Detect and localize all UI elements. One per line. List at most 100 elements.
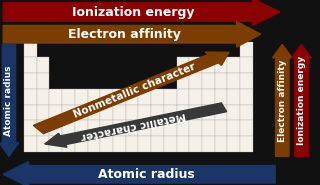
Bar (24, 105, 37, 120)
Bar (139, 136, 151, 152)
Bar (75, 89, 88, 105)
Bar (37, 73, 49, 89)
Bar (228, 73, 240, 89)
Bar (240, 105, 253, 120)
Bar (37, 136, 49, 152)
Bar (164, 105, 177, 120)
Bar (215, 89, 228, 105)
Bar (37, 105, 49, 120)
Bar (75, 136, 88, 152)
Bar (24, 42, 37, 57)
Bar (75, 120, 88, 136)
FancyArrow shape (45, 103, 227, 147)
Bar (215, 136, 228, 152)
Bar (49, 89, 62, 105)
Bar (37, 57, 49, 73)
Bar (228, 89, 240, 105)
Bar (202, 57, 215, 73)
Bar (75, 105, 88, 120)
FancyArrow shape (273, 44, 292, 156)
Bar (164, 120, 177, 136)
Bar (113, 89, 126, 105)
Bar (215, 120, 228, 136)
Bar (151, 136, 164, 152)
Bar (189, 105, 202, 120)
Text: Ionization energy: Ionization energy (72, 6, 195, 18)
Bar (24, 89, 37, 105)
Bar (24, 57, 37, 73)
Bar (177, 73, 189, 89)
Bar (37, 120, 49, 136)
Bar (228, 136, 240, 152)
Bar (189, 136, 202, 152)
Bar (151, 105, 164, 120)
FancyArrow shape (3, 21, 261, 47)
Bar (49, 120, 62, 136)
Bar (24, 120, 37, 136)
Bar (100, 136, 113, 152)
Bar (189, 120, 202, 136)
Bar (139, 105, 151, 120)
Bar (189, 89, 202, 105)
Bar (126, 120, 139, 136)
Bar (88, 120, 100, 136)
Bar (139, 89, 151, 105)
Bar (113, 105, 126, 120)
Bar (113, 136, 126, 152)
Bar (88, 89, 100, 105)
FancyArrow shape (33, 52, 229, 134)
Bar (177, 57, 189, 73)
Bar (126, 105, 139, 120)
Bar (126, 89, 139, 105)
FancyArrow shape (292, 44, 311, 156)
Bar (189, 57, 202, 73)
Bar (62, 105, 75, 120)
Bar (62, 120, 75, 136)
Bar (62, 136, 75, 152)
Bar (202, 89, 215, 105)
Bar (100, 120, 113, 136)
FancyArrow shape (3, 162, 275, 185)
Bar (240, 73, 253, 89)
Bar (37, 89, 49, 105)
Bar (240, 89, 253, 105)
Bar (164, 136, 177, 152)
Bar (164, 89, 177, 105)
Bar (100, 89, 113, 105)
Text: Nonmetallic character: Nonmetallic character (72, 61, 197, 120)
Text: Atomic radius: Atomic radius (4, 65, 13, 136)
Bar (49, 136, 62, 152)
Text: Metallic character: Metallic character (80, 110, 187, 141)
Bar (62, 89, 75, 105)
Bar (228, 105, 240, 120)
Bar (49, 105, 62, 120)
Bar (215, 73, 228, 89)
Bar (228, 57, 240, 73)
Bar (151, 120, 164, 136)
Bar (240, 120, 253, 136)
Bar (202, 105, 215, 120)
Bar (24, 136, 37, 152)
Bar (215, 105, 228, 120)
FancyArrow shape (0, 44, 19, 156)
Bar (113, 120, 126, 136)
Bar (139, 120, 151, 136)
Bar (202, 120, 215, 136)
Bar (24, 73, 37, 89)
Bar (88, 136, 100, 152)
Bar (240, 42, 253, 57)
Bar (88, 105, 100, 120)
Bar (151, 89, 164, 105)
Bar (177, 120, 189, 136)
Bar (202, 73, 215, 89)
Bar (228, 120, 240, 136)
Bar (240, 57, 253, 73)
Bar (189, 73, 202, 89)
Bar (100, 105, 113, 120)
Bar (177, 89, 189, 105)
Text: Electron affinity: Electron affinity (68, 28, 181, 41)
Text: Electron affinity: Electron affinity (278, 59, 287, 142)
Bar (177, 136, 189, 152)
Bar (126, 136, 139, 152)
Bar (215, 57, 228, 73)
